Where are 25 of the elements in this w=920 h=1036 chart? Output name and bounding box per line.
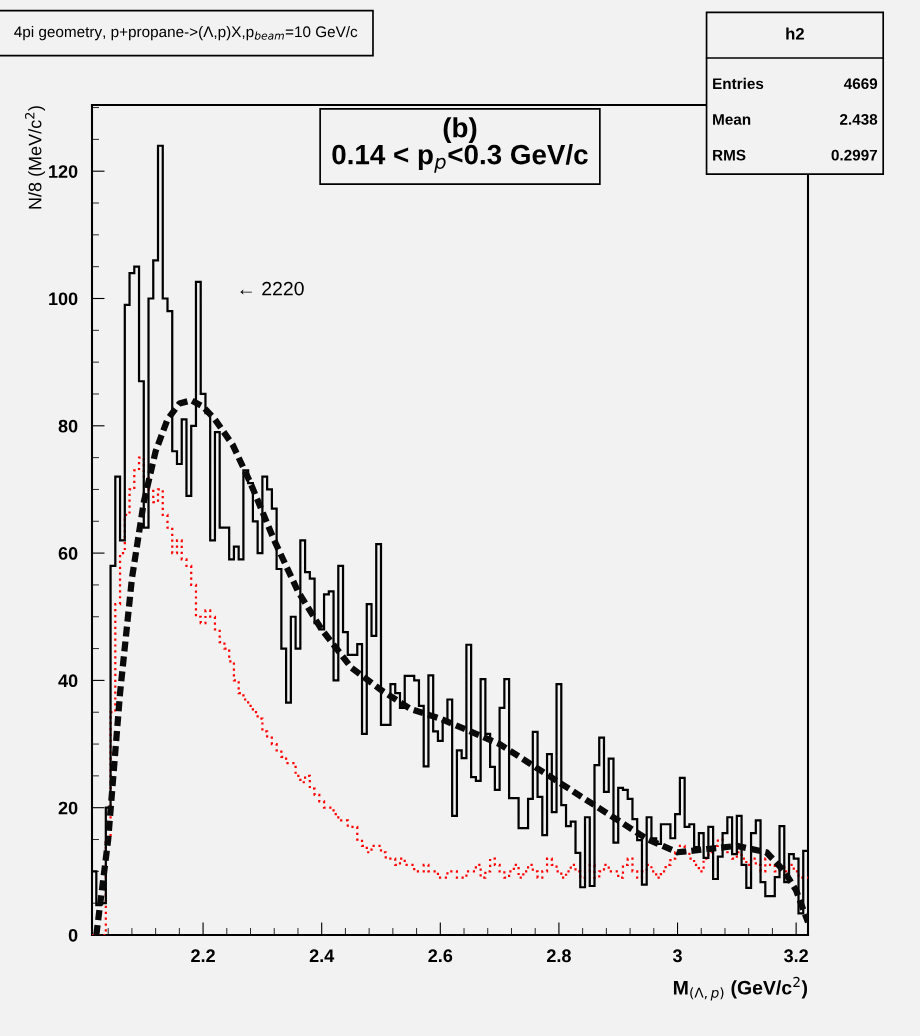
text: 4669 [843,78,878,90]
text: Entries [713,77,764,90]
x-axis-title: M$_{(Λ,p)}$ (GeV/c$^{2}$) [673,976,808,1001]
annotation: RMS [713,149,746,161]
y-tick-label: 100 [49,292,78,306]
x-tick-label: 2.8 [546,949,571,963]
x-tick-label: 2.6 [428,949,453,963]
annotation: Mean [713,114,751,125]
annotation: ← 2220 [240,281,304,296]
text: 0.2997 [831,149,878,161]
y-tick-label: 60 [58,547,78,560]
y-tick-label: 20 [58,801,78,815]
chart-title: 4pi geometry, p+propane->(Λ,p)X,p$_{beam}$=10 GeV/c [14,25,358,41]
text: 2.438 [839,113,878,125]
x-tick-label: 3.2 [784,949,808,963]
text: (b) 0.14 < p$_{p}$<0.3 GeV/c [332,117,588,173]
x-tick-label: 2.2 [191,949,215,962]
x-tick-label: 2.4 [309,949,335,962]
y-tick-label: 80 [58,419,78,433]
text: h2 [786,27,804,40]
x-tick-label: 3 [672,949,682,963]
y-tick-label: 120 [49,165,78,178]
y-tick-label: 40 [58,674,78,688]
y-tick-label: 0 [68,928,78,942]
y-axis-title: N/8 (MeV/c$^{2}$) [24,106,46,209]
